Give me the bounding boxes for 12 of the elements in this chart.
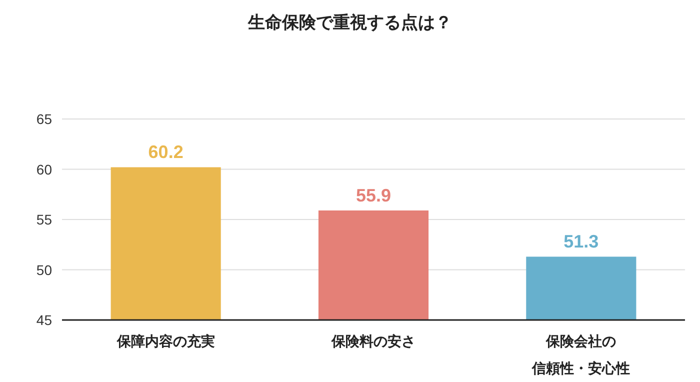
x-tick-label: 保険会社の信頼性・安心性 (531, 333, 630, 376)
y-tick-label: 65 (36, 111, 52, 127)
data-label: 55.9 (356, 185, 392, 206)
y-tick-label: 50 (36, 262, 52, 278)
data-label: 51.3 (564, 232, 599, 252)
y-tick-label: 45 (36, 312, 52, 328)
y-tick-label: 60 (36, 161, 52, 178)
x-tick-label: 保険料の安さ (330, 333, 416, 349)
data-label: 60.2 (148, 142, 184, 162)
x-tick-label: 保障内容の充実 (116, 333, 215, 349)
chart-title: 生命保険で重視する点は？ (247, 13, 452, 32)
y-tick-label: 55 (36, 212, 52, 228)
